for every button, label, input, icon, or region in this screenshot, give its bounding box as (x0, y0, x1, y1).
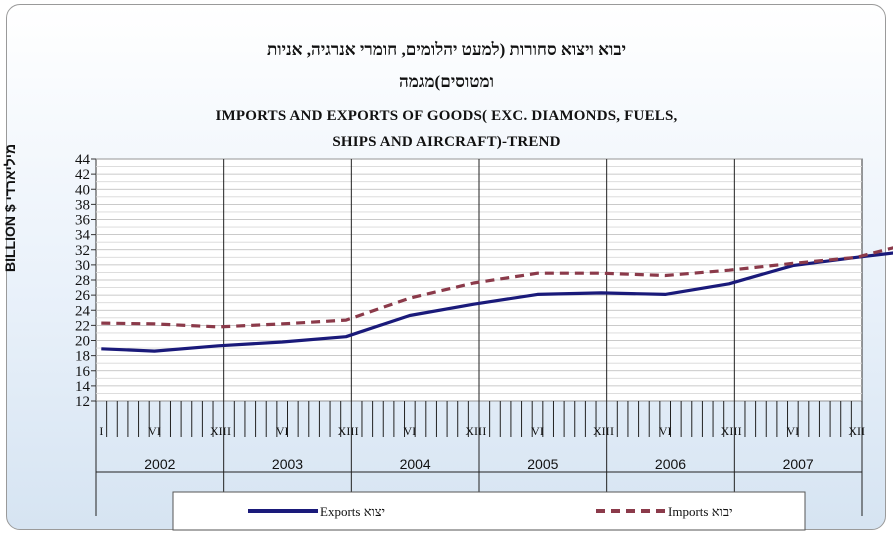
y-tick-label: 34 (75, 228, 91, 244)
year-label: 2006 (655, 456, 686, 472)
year-label: 2007 (783, 456, 814, 472)
year-label: 2004 (400, 456, 431, 472)
y-tick-label: 42 (75, 167, 90, 183)
month-label: I (610, 424, 614, 438)
y-tick-label: 32 (75, 243, 90, 259)
month-label: XII (338, 424, 355, 438)
exports-line (101, 251, 893, 353)
y-tick-label: 20 (75, 334, 90, 350)
legend-exports-label: Exports יצוא (320, 504, 385, 519)
month-label: XII (593, 424, 610, 438)
y-tick-label: 36 (75, 213, 91, 229)
y-tick-label: 26 (75, 288, 91, 304)
year-label: 2005 (527, 456, 558, 472)
month-label: I (355, 424, 359, 438)
month-label: I (738, 424, 742, 438)
y-tick-label: 18 (75, 349, 90, 365)
month-label: VI (531, 424, 544, 438)
month-label: XII (721, 424, 738, 438)
month-label: XII (848, 424, 865, 438)
month-label: XII (210, 424, 227, 438)
imports-line (101, 246, 893, 329)
chart-title-line1: IMPORTS AND EXPORTS OF GOODS( EXC. DIAMO… (215, 108, 678, 124)
chart-title-hebrew-line1: יבוא ויצוא סחורות (למעט יהלומים, חומרי א… (266, 40, 627, 59)
month-label: VI (787, 424, 800, 438)
month-label: XII (465, 424, 482, 438)
y-tick-label: 44 (75, 152, 91, 168)
legend-box (172, 491, 806, 531)
y-tick-label: 30 (75, 258, 90, 274)
month-label: VI (659, 424, 672, 438)
month-label: VI (276, 424, 289, 438)
month-label: I (99, 424, 103, 438)
month-label: I (482, 424, 486, 438)
chart-title-hebrew-line2: ומטוסים)מגמה (399, 72, 494, 91)
y-tick-label: 24 (75, 303, 91, 319)
y-tick-label: 40 (75, 182, 90, 198)
month-label: VI (148, 424, 161, 438)
y-tick-label: 22 (75, 318, 90, 334)
month-label: VI (404, 424, 417, 438)
y-tick-label: 16 (75, 364, 91, 380)
y-tick-label: 28 (75, 273, 90, 289)
y-tick-label: 38 (75, 197, 90, 213)
chart-title-line2: SHIPS AND AIRCRAFT)-TREND (332, 134, 561, 150)
legend-imports-label: Imports יבוא (668, 504, 733, 519)
month-label: I (227, 424, 231, 438)
y-tick-label: 12 (75, 394, 90, 410)
year-label: 2003 (272, 456, 303, 472)
y-tick-label: 14 (75, 379, 91, 395)
year-label: 2002 (144, 456, 175, 472)
